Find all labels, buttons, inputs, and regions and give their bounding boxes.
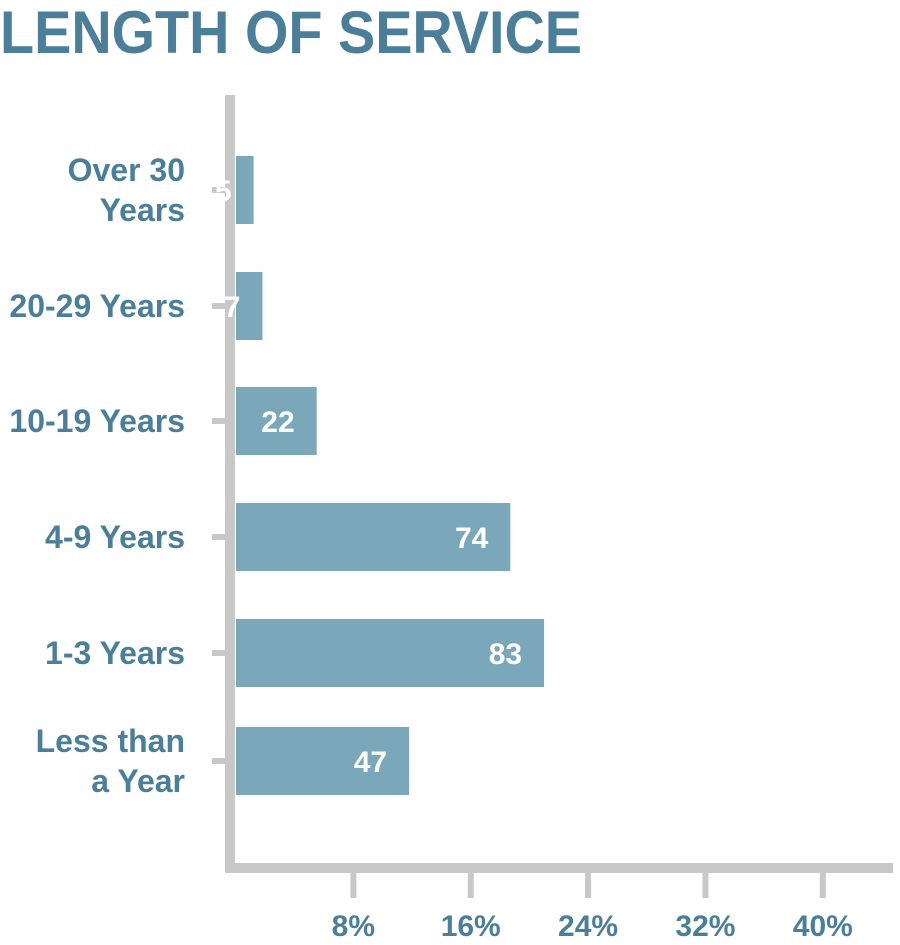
category-label: 1-3 Years <box>45 635 185 671</box>
x-tick-label: 16% <box>441 910 501 943</box>
category-label: 20-29 Years <box>9 288 185 324</box>
bar-value-label: 83 <box>489 638 522 671</box>
category-label: Less than <box>36 723 185 759</box>
category-label: Over 30 <box>68 152 185 188</box>
bar <box>236 619 545 687</box>
chart-title: LENGTH OF SERVICE <box>0 0 582 66</box>
bar-value-label: 5 <box>215 175 232 208</box>
bar-value-label: 74 <box>455 522 489 555</box>
x-tick-label: 24% <box>558 910 618 943</box>
category-labels: Over 30 Years 20-29 Years 10-19 Years 4-9 Ye… <box>9 152 185 799</box>
bar <box>236 272 263 340</box>
bars: 5 7 22 74 83 47 <box>215 156 545 795</box>
category-label: 4-9 Years <box>45 519 185 555</box>
bar <box>236 387 317 455</box>
bar-value-label: 22 <box>261 406 294 439</box>
axes <box>212 95 893 873</box>
x-axis-ticks: 8% 16% 24% 32% 40% <box>332 868 853 943</box>
bar <box>236 503 511 571</box>
x-tick-label: 32% <box>675 910 735 943</box>
category-label: Years <box>100 192 185 228</box>
category-label: 10-19 Years <box>9 403 185 439</box>
bar-value-label: 47 <box>354 746 387 779</box>
x-tick-label: 8% <box>332 910 375 943</box>
x-tick-label: 40% <box>793 910 853 943</box>
bar <box>236 156 254 224</box>
category-label: a Year <box>91 763 185 799</box>
bar-value-label: 7 <box>224 291 241 324</box>
bar <box>236 727 410 795</box>
